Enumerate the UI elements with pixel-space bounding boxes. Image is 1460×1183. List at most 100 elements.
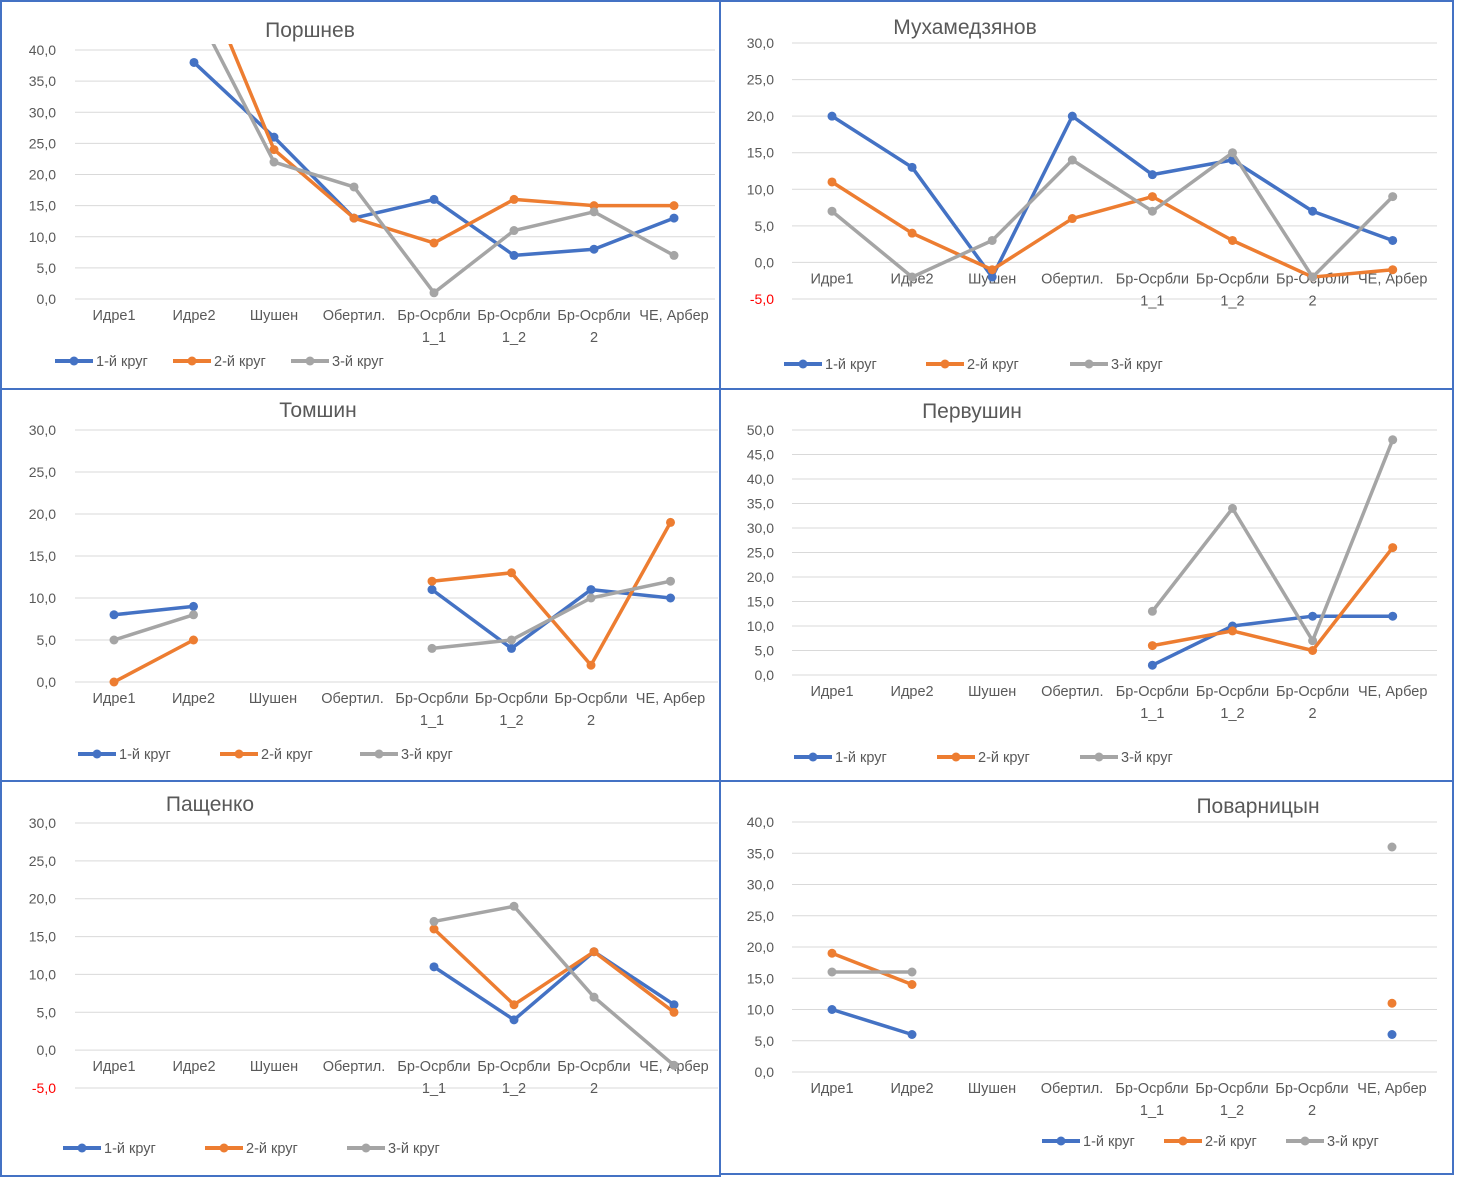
series-2 (429, 924, 679, 1017)
y-tick-label: 35,0 (29, 73, 56, 89)
y-tick-label: 15,0 (747, 970, 774, 986)
series-line-segment (1070, 194, 1155, 221)
line-chart: Мухамедзянов -5,0 0,0 5,0 10,0 15,0 20,0 25,0 30… (747, 16, 1437, 373)
y-tick-label: 5,0 (755, 643, 775, 659)
data-point (589, 947, 599, 957)
label-line: Бр-Осрбли (1196, 684, 1269, 700)
data-point (189, 635, 198, 645)
series-line-segment (432, 927, 516, 1007)
series-line-segment (432, 197, 516, 258)
x-category-label: Обертил. (1041, 684, 1103, 700)
line-chart: Поварницын 0,0 5,0 10,0 15,0 20,0 25,0 30,0 35,0… (747, 795, 1437, 1150)
y-tick-label: 0,0 (37, 674, 57, 690)
label-line: Бр-Осрбли (1115, 1081, 1188, 1097)
label-line: 2 (1309, 706, 1317, 722)
label-line: Бр-Осрбли (1275, 1081, 1348, 1097)
data-point (586, 593, 596, 603)
legend-label: 3-й круг (1121, 750, 1173, 766)
data-point (109, 610, 119, 620)
series-line-segment (1150, 150, 1235, 213)
series-3 (1147, 435, 1398, 646)
x-category-label: Бр-Осрбли 1_1 (397, 1059, 470, 1097)
x-category-label: ЧЕ, Арбер (1358, 271, 1427, 287)
series-line-segment (228, 44, 276, 152)
series-line-segment (592, 995, 676, 1068)
y-tick-label: 5,0 (37, 1004, 57, 1020)
data-point (1147, 170, 1157, 180)
data-point (1228, 626, 1237, 636)
series-line-segment (1310, 545, 1395, 653)
legend-label: 3-й круг (1327, 1134, 1379, 1150)
legend-marker-icon (69, 356, 79, 366)
series-line-segment (432, 965, 516, 1022)
y-tick-label: 25,0 (747, 908, 774, 924)
data-point (349, 182, 359, 192)
data-point (269, 157, 279, 167)
data-point (666, 576, 675, 586)
legend-marker-icon (305, 356, 315, 366)
data-point (1228, 235, 1237, 245)
x-category-label: ЧЕ, Арбер (636, 691, 705, 707)
y-tick-label: 25,0 (29, 853, 56, 869)
y-tick-label: 20,0 (747, 108, 774, 124)
data-point (190, 2, 199, 11)
legend-label: 2-й круг (246, 1141, 298, 1157)
legend-label: 2-й круг (967, 357, 1019, 373)
y-tick-label: 45,0 (747, 447, 774, 463)
series-line-segment (1310, 209, 1395, 243)
data-point (669, 201, 679, 211)
x-category-label: Идре1 (810, 684, 853, 700)
data-point (1067, 214, 1077, 224)
legend-marker-icon (1084, 359, 1094, 369)
x-category-label: Идре2 (172, 308, 215, 324)
series-line-segment (512, 197, 596, 208)
chart-panel: Томшин 0,0 5,0 10,0 15,0 20,0 25,0 30,0 Идре1 Идр… (0, 388, 721, 782)
series-3 (190, 2, 679, 298)
y-tick-label: 20,0 (747, 939, 774, 955)
y-tick-label: 0,0 (37, 1042, 57, 1058)
series-3 (109, 576, 675, 653)
series-line-segment (432, 197, 516, 245)
series-line-segment (990, 216, 1075, 272)
x-category-label: Бр-Осрбли 1_1 (1115, 1081, 1188, 1119)
legend-label: 1-й круг (825, 357, 877, 373)
series-2 (827, 948, 1397, 1008)
series-1 (827, 1005, 1397, 1039)
data-point (666, 517, 675, 527)
data-point (1388, 435, 1398, 445)
y-tick-label: 15,0 (29, 198, 56, 214)
data-point (189, 601, 198, 611)
y-tick-label: 25,0 (29, 464, 56, 480)
x-category-label: ЧЕ, Арбер (639, 308, 708, 324)
data-point (1308, 206, 1318, 216)
label-line: 1_1 (420, 713, 444, 729)
data-point (507, 643, 516, 653)
x-category-label: Обертил. (323, 1059, 385, 1075)
data-point (1147, 660, 1157, 670)
label-line: 2 (1308, 1103, 1316, 1119)
label-line: Бр-Осрбли (475, 691, 548, 707)
series-line-segment (1230, 150, 1315, 279)
data-point (987, 265, 997, 275)
data-point (669, 1000, 679, 1010)
data-point (827, 111, 837, 121)
y-tick-label: 10,0 (747, 618, 774, 634)
x-category-label: Обертил. (1041, 1081, 1103, 1097)
y-tick-label: 40,0 (747, 814, 774, 830)
data-point (669, 1060, 679, 1070)
label-line: 1_2 (499, 713, 523, 729)
y-tick-label: 35,0 (747, 845, 774, 861)
data-point (429, 288, 439, 298)
label-line: Бр-Осрбли (1116, 271, 1189, 287)
x-category-label: Шушен (968, 684, 1016, 700)
legend-marker-icon (374, 749, 384, 759)
legend-marker-icon (1056, 1136, 1066, 1146)
data-point (1388, 543, 1398, 553)
y-tick-label: 30,0 (747, 877, 774, 893)
legend-label: 2-й круг (978, 750, 1030, 766)
data-point (1387, 842, 1397, 852)
y-tick-label: 0,0 (755, 667, 775, 683)
series-line-segment (430, 571, 514, 583)
series-line-segment (112, 613, 196, 642)
data-point (1308, 272, 1318, 282)
